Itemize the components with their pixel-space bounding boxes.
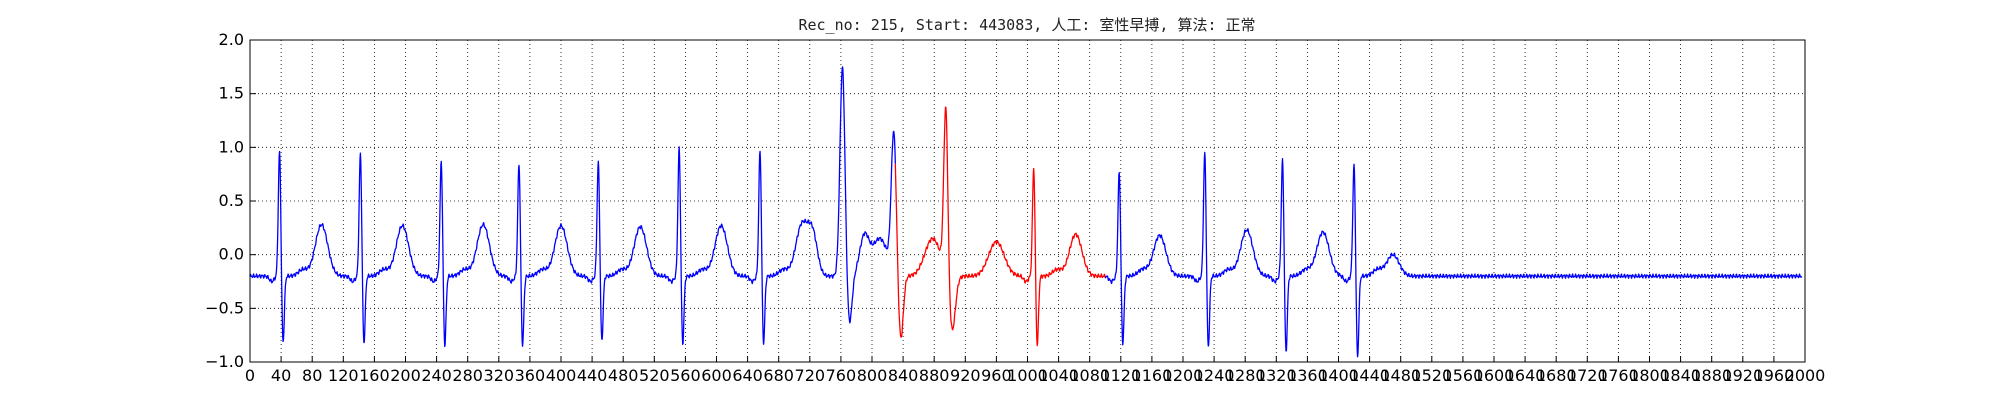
y-tick-label: 2.0 [219,30,244,49]
x-axis-ticks: 0 40 80 120 160 200 240 280 320 360 400 440 480 520 56… [245,356,1825,385]
y-tick-label: −0.5 [205,298,244,317]
y-tick-label: −1.0 [205,352,244,371]
x-tick-label: 760 [826,366,857,385]
x-tick-label: 640 [732,366,763,385]
x-tick-label: 1760 [1598,366,1639,385]
x-tick-label: 1320 [1256,366,1297,385]
x-tick-label: 1000 [1007,366,1048,385]
x-tick-label: 1440 [1349,366,1390,385]
x-tick-label: 120 [328,366,359,385]
x-tick-label: 960 [981,366,1012,385]
x-tick-label: 1800 [1629,366,1670,385]
x-tick-label: 840 [888,366,919,385]
x-tick-label: 1280 [1225,366,1266,385]
x-tick-label: 880 [919,366,950,385]
chart-title: Rec_no: 215, Start: 443083, 人工: 室性早搏, 算法… [798,16,1255,34]
x-tick-label: 1160 [1132,366,1173,385]
x-tick-label: 1880 [1691,366,1732,385]
ecg-segment-normal [249,66,896,348]
y-tick-label: 0.0 [219,245,244,264]
y-tick-label: 0.5 [219,191,244,210]
x-tick-label: 1720 [1567,366,1608,385]
x-tick-label: 1400 [1318,366,1359,385]
x-tick-label: 560 [670,366,701,385]
x-tick-label: 1360 [1287,366,1328,385]
x-tick-label: 1520 [1411,366,1452,385]
x-tick-label: 200 [390,366,421,385]
x-tick-label: 240 [421,366,452,385]
x-tick-label: 920 [950,366,981,385]
ecg-segment-annotated [894,106,1106,347]
x-tick-label: 1040 [1038,366,1079,385]
x-tick-label: 680 [763,366,794,385]
y-tick-label: 1.5 [219,84,244,103]
x-tick-label: 280 [452,366,483,385]
x-tick-label: 80 [302,366,322,385]
x-tick-label: 1200 [1163,366,1204,385]
x-tick-label: 1080 [1069,366,1110,385]
x-tick-label: 1240 [1194,366,1235,385]
x-tick-label: 1680 [1536,366,1577,385]
x-tick-label: 320 [484,366,515,385]
x-tick-label: 1560 [1443,366,1484,385]
x-tick-label: 720 [795,366,826,385]
x-tick-label: 480 [608,366,639,385]
y-axis-ticks: −1.0 −0.5 0.0 0.5 1.0 1.5 2.0 [205,30,256,371]
x-tick-label: 1480 [1380,366,1421,385]
x-tick-label: 600 [701,366,732,385]
ecg-segment-normal [1104,151,1803,358]
x-tick-label: 360 [515,366,546,385]
x-tick-label: 40 [271,366,291,385]
x-tick-label: 520 [639,366,670,385]
x-tick-label: 1840 [1660,366,1701,385]
signal-traces [249,66,1803,358]
x-tick-label: 1600 [1474,366,1515,385]
x-tick-label: 800 [857,366,888,385]
x-tick-label: 1920 [1722,366,1763,385]
x-tick-label: 440 [577,366,608,385]
x-tick-label: 1640 [1505,366,1546,385]
x-tick-label: 1120 [1100,366,1141,385]
y-tick-label: 1.0 [219,137,244,156]
x-tick-label: 1960 [1754,366,1795,385]
x-tick-label: 0 [245,366,255,385]
x-tick-label: 400 [546,366,577,385]
x-tick-label: 2000 [1785,366,1826,385]
x-tick-label: 160 [359,366,390,385]
